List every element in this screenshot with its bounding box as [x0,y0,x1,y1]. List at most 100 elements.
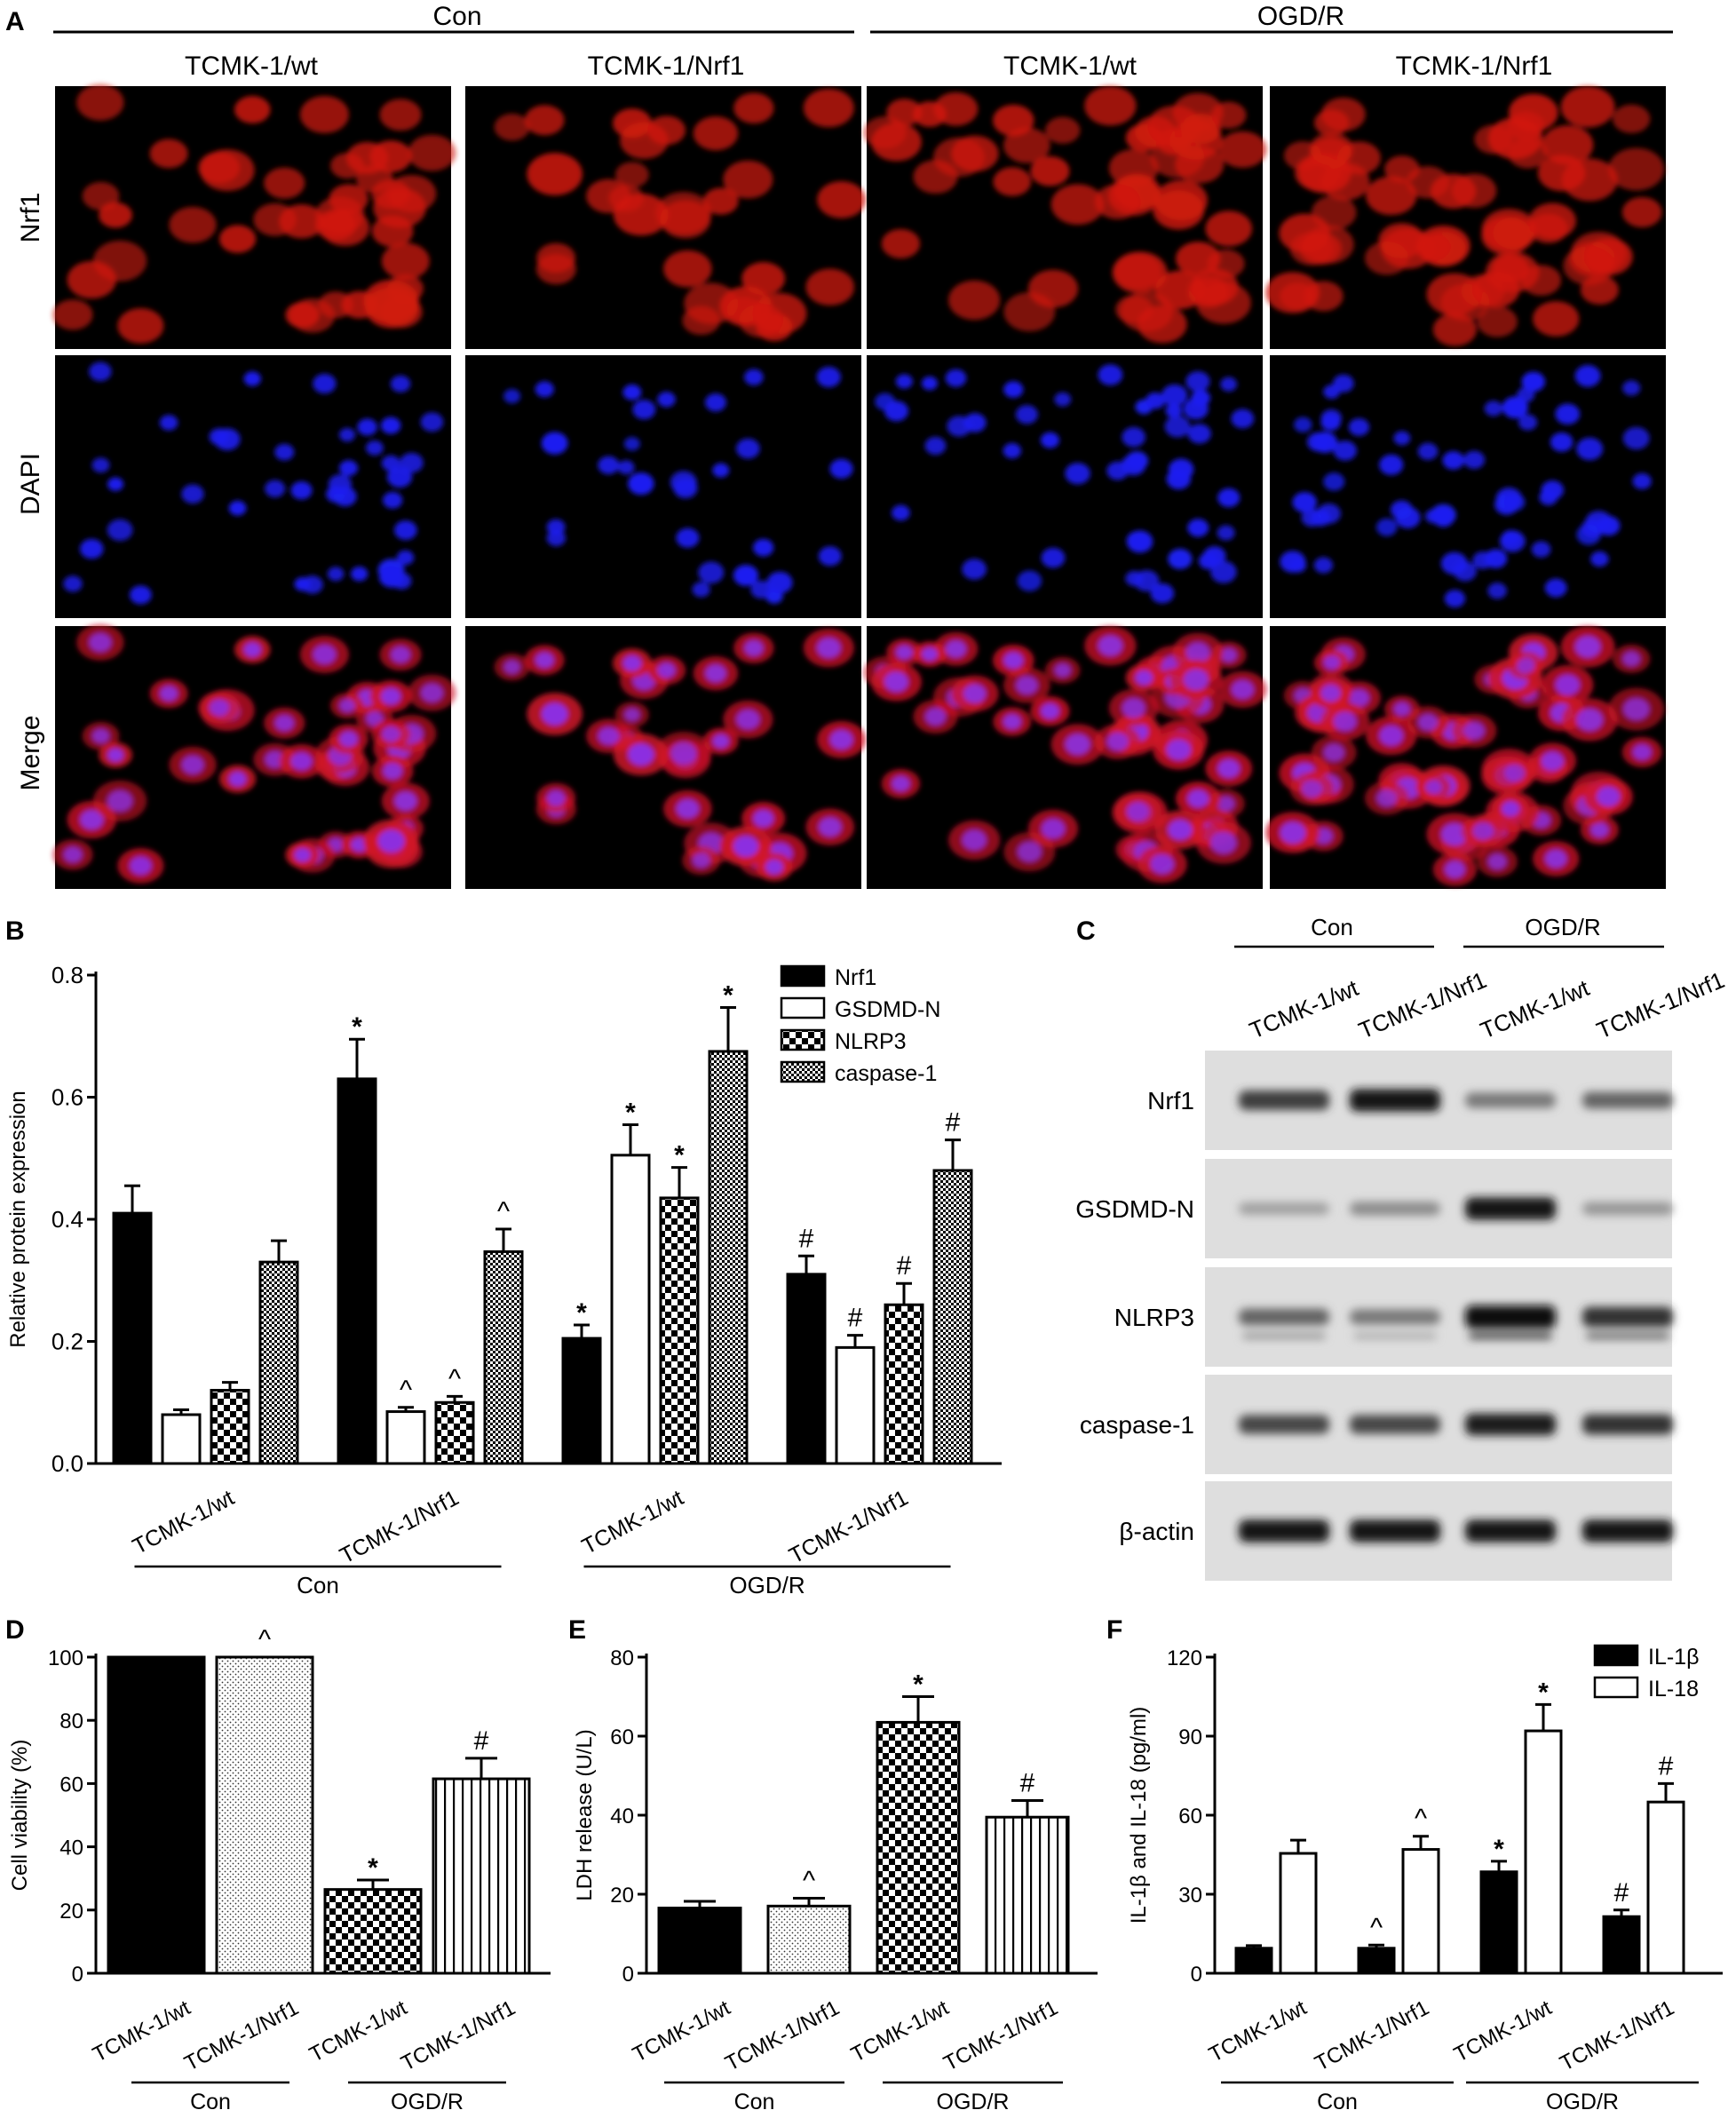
dapi-nucleus [393,520,417,540]
merge-nucleus [1217,796,1235,812]
blot-band-secondary [1242,1333,1326,1339]
dapi-nucleus [598,456,620,475]
dapi-nucleus [622,384,642,401]
dapi-nucleus [1183,398,1209,420]
y-axis-label: LDH release (U/L) [573,1729,597,1900]
significance-mark: * [1538,1678,1549,1707]
nrf1-cell [613,194,669,236]
category-label: TCMK-1/wt [1205,1995,1311,2066]
merge-nucleus [1185,641,1210,663]
merge-nucleus [765,859,783,875]
merge-nucleus [963,684,987,703]
bar [766,1904,852,1975]
dapi-nucleus [670,471,697,494]
merge-nucleus [338,698,356,713]
group-label-ogdr: OGD/R [1257,2,1344,31]
merge-nucleus [1590,821,1609,838]
dapi-nucleus [1348,417,1370,436]
bar [215,1655,314,1975]
column-label-3: TCMK-1/wt [1003,52,1138,81]
y-tick-label: 20 [610,1884,634,1908]
group-label: OGD/R [1546,2090,1619,2114]
significance-mark: # [848,1304,863,1333]
nrf1-cell [1560,86,1615,128]
dapi-nucleus [1333,440,1357,461]
panel-letter-e: E [568,1615,586,1645]
bar [210,1389,250,1465]
blot-bands [1239,1305,1673,1339]
merge-nucleus [704,664,726,683]
nrf1-cell [149,139,188,169]
bar [323,1888,423,1975]
blot-bands [1239,1519,1673,1543]
merge-nucleus [107,789,133,813]
dapi-nucleus [1065,463,1090,485]
blot-band-secondary [1353,1333,1437,1339]
merge-nucleus [816,638,841,659]
bar [876,1720,961,1975]
legend-label: caspase-1 [835,1061,937,1086]
significance-mark: # [1659,1751,1674,1781]
category-label: TCMK-1/Nrf1 [1556,1995,1677,2075]
merge-nucleus [1040,702,1059,719]
merge-nucleus [1210,831,1237,854]
nrf1-cell [92,240,147,282]
merge-nucleus [1280,821,1306,844]
bar [112,1211,153,1465]
dapi-nucleus [766,571,793,594]
dapi-nucleus [377,559,405,582]
nrf1-cell [1320,163,1370,201]
dapi-nucleus [243,371,261,386]
micrograph-dapi-2 [465,355,861,618]
y-tick-label: 80 [610,1646,634,1670]
y-tick-label: 120 [1167,1646,1202,1670]
dapi-nucleus [1280,551,1306,573]
dapi-nucleus [945,369,967,387]
legend-swatch [1593,1676,1639,1699]
bar [1234,1947,1273,1975]
category-label: TCMK-1/Nrf1 [785,1486,912,1569]
merge-nucleus [1502,801,1520,817]
y-tick-label: 90 [1178,1725,1202,1749]
merge-nucleus [712,734,730,749]
blot-strip-1: Nrf1 [1147,1051,1673,1150]
panel-letter-a: A [5,7,25,36]
significance-mark: ^ [803,1866,815,1895]
chart-f: 0 30 60 90 120 IL-1β and IL-18 (pg/ml) TCMK-1/… [1127,1644,1723,2114]
dapi-nucleus [753,538,774,557]
nrf1-cell [1451,173,1497,208]
nrf1-cell [408,134,456,171]
group-label: Con [190,2090,231,2114]
merge-nucleus [535,652,554,669]
nrf1-cell [693,116,739,151]
nrf1-cell [329,153,365,179]
micrograph-dapi-1 [55,355,451,618]
micrograph-cells [52,624,456,884]
micrograph-nrf1-1 [52,84,456,349]
y-tick-label: 40 [59,1836,83,1860]
legend-label: NLRP3 [835,1029,907,1054]
blot-band [1465,1092,1556,1108]
blot-band [1239,1202,1329,1215]
dapi-nucleus [736,438,760,459]
nrf1-cell [1542,125,1594,165]
dapi-nucleus [692,582,710,598]
legend-swatch [1593,1644,1639,1667]
panel-letter-b: B [5,916,25,946]
nrf1-cell [913,101,947,127]
dapi-nucleus [895,374,913,389]
dapi-nucleus [294,576,311,591]
merge-nucleus [1463,721,1486,740]
blot-band [1582,1519,1673,1543]
dapi-nucleus [1187,519,1209,537]
blot-band [1582,1202,1673,1216]
merge-nucleus [1003,713,1022,730]
dapi-nucleus [1185,370,1210,393]
blot-band-label: GSDMD-N [1075,1195,1194,1223]
blot-band [1350,1089,1440,1112]
dapi-nucleus [63,575,83,592]
bar [434,1400,475,1465]
chart-e: 0 20 40 60 80 LDH release (U/L) TCMK-1/wt ^ TCMK… [573,1646,1098,2114]
merge-nucleus [1135,670,1153,686]
